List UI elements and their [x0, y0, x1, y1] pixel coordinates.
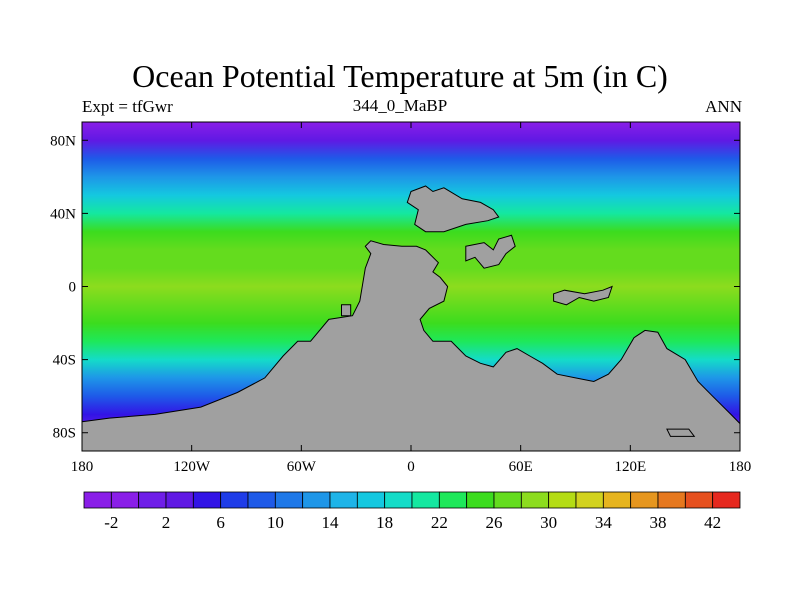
- colorbar-swatch: [684, 491, 714, 509]
- colorbar-swatch: [110, 491, 140, 509]
- colorbar-swatch: [274, 491, 304, 509]
- x-axis: 180 120W 60W 0 60E 120E 180: [71, 122, 752, 475]
- colorbar-swatch: [247, 491, 276, 509]
- chart-title: Ocean Potential Temperature at 5m (in C): [132, 58, 668, 94]
- y-tick-label: 40N: [50, 206, 76, 222]
- colorbar-label: 2: [162, 513, 171, 532]
- colorbar-label: 22: [431, 513, 448, 532]
- colorbar-swatch: [165, 491, 194, 509]
- colorbar-swatch: [493, 491, 522, 509]
- x-tick-label: 180: [71, 459, 94, 475]
- colorbar-label: 26: [486, 513, 503, 532]
- colorbar-swatch: [83, 491, 112, 509]
- colorbar-swatch: [329, 491, 358, 509]
- colorbar-swatch: [548, 491, 577, 509]
- colorbar-swatch: [384, 491, 413, 509]
- land-eurasia-north: [406, 185, 500, 233]
- colorbar-swatch: [138, 491, 167, 509]
- x-tick-label: 120W: [173, 459, 211, 475]
- y-tick-label: 40S: [53, 353, 76, 369]
- colorbar-label: 38: [650, 513, 667, 532]
- colorbar-label: 34: [595, 513, 613, 532]
- colorbar-swatch: [712, 491, 741, 509]
- x-tick-label: 0: [407, 459, 415, 475]
- land-pangea: [82, 240, 740, 451]
- colorbar-swatch: [438, 491, 468, 509]
- time-label: 344_0_MaBP: [352, 96, 448, 115]
- colorbar-swatch: [356, 491, 386, 509]
- y-tick-label: 80N: [50, 133, 76, 149]
- colorbar-label: 30: [540, 513, 557, 532]
- colorbar-swatch: [220, 491, 249, 509]
- colorbar-swatch: [520, 491, 550, 509]
- colorbar-label: -2: [104, 513, 118, 532]
- land-island-small: [341, 304, 352, 317]
- colorbar-swatch: [630, 491, 659, 509]
- land-antarctic-shelf: [666, 428, 696, 437]
- x-tick-label: 60E: [509, 459, 533, 475]
- colorbar-label: 18: [376, 513, 393, 532]
- y-tick-label: 0: [69, 280, 77, 296]
- colorbar-swatch: [466, 491, 495, 509]
- colorbar-swatch: [411, 491, 440, 509]
- land-island-middle: [465, 234, 516, 269]
- colorbar-swatch: [575, 491, 604, 509]
- colorbar-swatch: [192, 491, 222, 509]
- colorbar-swatch: [302, 491, 331, 509]
- y-tick-label: 80S: [53, 426, 76, 442]
- x-tick-label: 180: [729, 459, 752, 475]
- experiment-label: Expt = tfGwr: [82, 97, 173, 116]
- colorbar-swatch: [657, 491, 686, 509]
- y-axis: 80N 40N 0 40S 80S: [50, 133, 740, 442]
- x-tick-label: 60W: [287, 459, 317, 475]
- colorbar: -2 2 6 10 14 18 22 26 30 34 38 42: [83, 491, 741, 532]
- colorbar-label: 10: [267, 513, 284, 532]
- colorbar-label: 6: [216, 513, 225, 532]
- x-tick-label: 120E: [614, 459, 646, 475]
- colorbar-swatch: [602, 491, 632, 509]
- season-label: ANN: [705, 97, 742, 116]
- colorbar-label: 42: [704, 513, 721, 532]
- colorbar-label: 14: [322, 513, 340, 532]
- land-island-east: [553, 285, 613, 306]
- land-layer: [82, 185, 740, 451]
